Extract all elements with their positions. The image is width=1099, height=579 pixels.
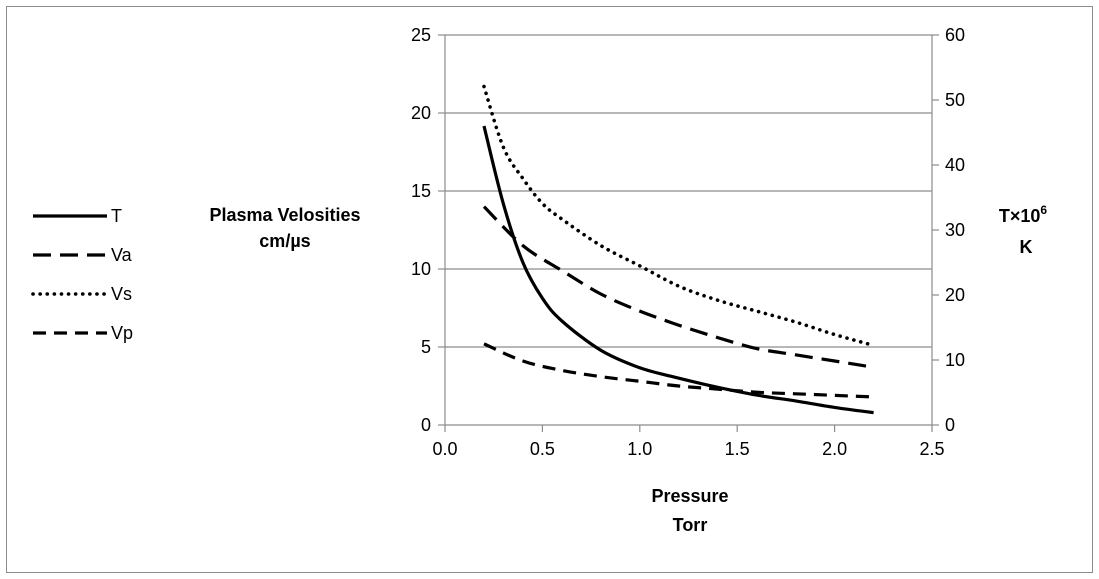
legend-label-vp: Vp [111, 323, 133, 343]
series-line-va [482, 205, 874, 369]
gridlines [445, 34, 932, 348]
y-tick-label: 0 [421, 415, 431, 435]
legend-label-vs: Vs [111, 284, 132, 304]
x-tick-label: 0.5 [530, 439, 555, 459]
x-tick-label: 2.0 [822, 439, 847, 459]
series-line-vs [482, 84, 876, 348]
y2-tick-label: 10 [945, 350, 965, 370]
x-axis-title-line1: Pressure [651, 486, 728, 506]
series-lines [482, 84, 876, 415]
y-tick-label: 10 [411, 259, 431, 279]
x-tick-label: 0.0 [432, 439, 457, 459]
y-tick-label: 25 [411, 25, 431, 45]
y-axis-title-line2: cm/µs [259, 231, 310, 251]
y2-tick-label: 40 [945, 155, 965, 175]
legend: T Va Vs Vp [31, 206, 133, 343]
y2-tick-label: 50 [945, 90, 965, 110]
y2-axis-title-exponent: 6 [1040, 203, 1047, 217]
y-axis-title-line1: Plasma Velosities [209, 205, 360, 225]
axes: 0 5 10 15 20 25 0 10 20 30 40 50 60 0.0 0.5 1.0 1.5 2.0 2.… [411, 25, 965, 459]
x-tick-label: 1.5 [725, 439, 750, 459]
y-tick-label: 5 [421, 337, 431, 357]
y-tick-label: 20 [411, 103, 431, 123]
legend-label-va: Va [111, 245, 133, 265]
x-tick-label: 1.0 [627, 439, 652, 459]
y2-axis-title-line1: T×106 [999, 203, 1048, 226]
y2-tick-label: 30 [945, 220, 965, 240]
chart-frame [6, 6, 1093, 573]
legend-label-t: T [111, 206, 122, 226]
y-tick-label: 15 [411, 181, 431, 201]
y2-tick-label: 0 [945, 415, 955, 435]
series-line-t [482, 125, 874, 415]
y2-tick-label: 20 [945, 285, 965, 305]
series-line-vp [483, 342, 874, 399]
y2-tick-label: 60 [945, 25, 965, 45]
x-tick-label: 2.5 [919, 439, 944, 459]
x-axis-title-line2: Torr [673, 515, 708, 535]
y2-axis-title-base: T×10 [999, 206, 1041, 226]
y2-axis-title-line2: K [1020, 237, 1033, 257]
